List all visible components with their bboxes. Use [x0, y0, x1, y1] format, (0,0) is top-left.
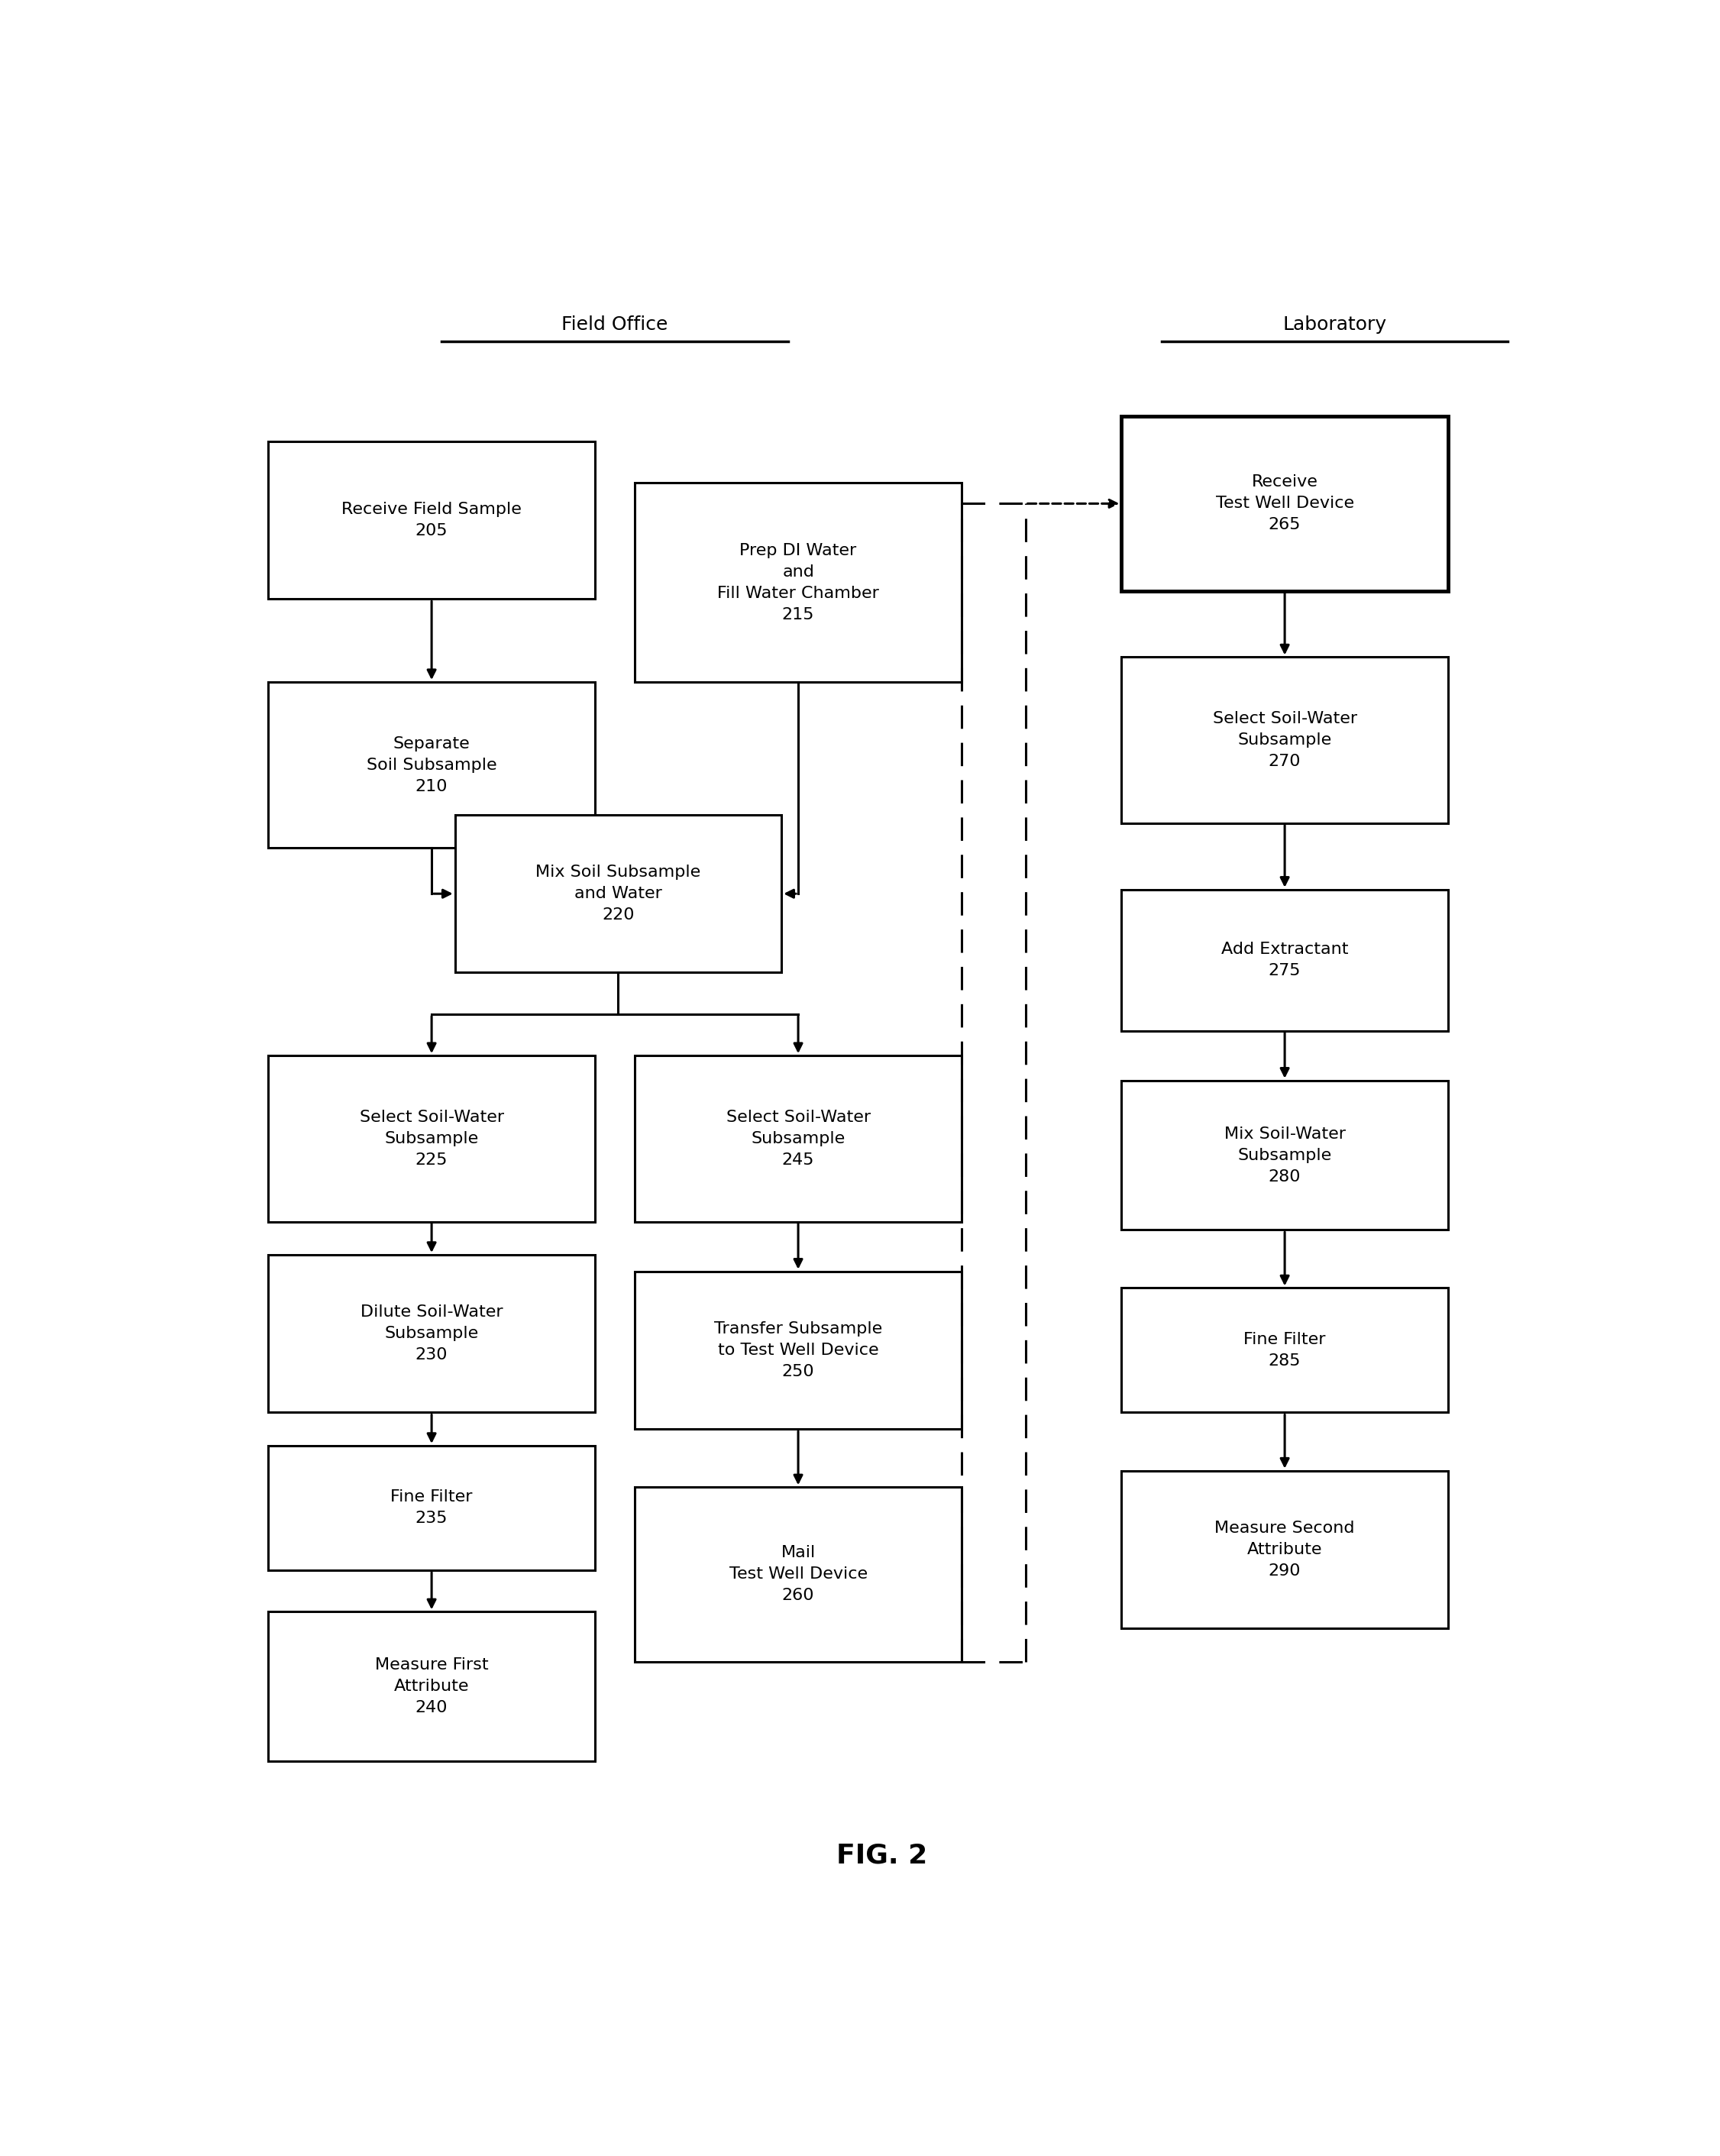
Bar — [268, 1613, 595, 1761]
Text: Receive
Test Well Device
265: Receive Test Well Device 265 — [1216, 474, 1354, 533]
Text: Dilute Soil-Water
Subsample
230: Dilute Soil-Water Subsample 230 — [361, 1304, 502, 1363]
Bar — [268, 1447, 595, 1570]
Text: Mail
Test Well Device
260: Mail Test Well Device 260 — [729, 1546, 867, 1604]
Bar — [635, 1056, 961, 1222]
Bar — [268, 1056, 595, 1222]
Bar — [268, 1255, 595, 1412]
Bar — [635, 1488, 961, 1662]
Bar — [1121, 1080, 1448, 1229]
Text: Fine Filter
235: Fine Filter 235 — [390, 1490, 473, 1526]
Text: Select Soil-Water
Subsample
270: Select Soil-Water Subsample 270 — [1213, 711, 1357, 770]
Text: FIG. 2: FIG. 2 — [836, 1843, 927, 1869]
Text: Measure First
Attribute
240: Measure First Attribute 240 — [375, 1658, 488, 1716]
Bar — [635, 483, 961, 681]
Text: Prep DI Water
and
Fill Water Chamber
215: Prep DI Water and Fill Water Chamber 215 — [717, 543, 879, 623]
Text: Field Office: Field Office — [562, 315, 667, 334]
Bar — [1121, 890, 1448, 1031]
Bar — [1121, 416, 1448, 591]
Bar — [1121, 1287, 1448, 1412]
Text: Select Soil-Water
Subsample
225: Select Soil-Water Subsample 225 — [359, 1110, 504, 1169]
Text: Receive Field Sample
205: Receive Field Sample 205 — [342, 502, 521, 539]
Text: Select Soil-Water
Subsample
245: Select Soil-Water Subsample 245 — [726, 1110, 870, 1169]
Text: Separate
Soil Subsample
210: Separate Soil Subsample 210 — [366, 735, 497, 793]
Bar — [1121, 1470, 1448, 1628]
Text: Add Extractant
275: Add Extractant 275 — [1221, 942, 1348, 979]
Text: Measure Second
Attribute
290: Measure Second Attribute 290 — [1214, 1520, 1355, 1578]
Text: Mix Soil-Water
Subsample
280: Mix Soil-Water Subsample 280 — [1225, 1125, 1345, 1184]
Text: Fine Filter
285: Fine Filter 285 — [1244, 1332, 1326, 1369]
Bar — [268, 681, 595, 847]
Text: Laboratory: Laboratory — [1283, 315, 1386, 334]
Bar — [1121, 658, 1448, 824]
Text: Mix Soil Subsample
and Water
220: Mix Soil Subsample and Water 220 — [535, 865, 700, 923]
Bar — [454, 815, 781, 972]
Bar — [268, 442, 595, 599]
Bar — [635, 1272, 961, 1429]
Text: Transfer Subsample
to Test Well Device
250: Transfer Subsample to Test Well Device 2… — [714, 1322, 882, 1380]
